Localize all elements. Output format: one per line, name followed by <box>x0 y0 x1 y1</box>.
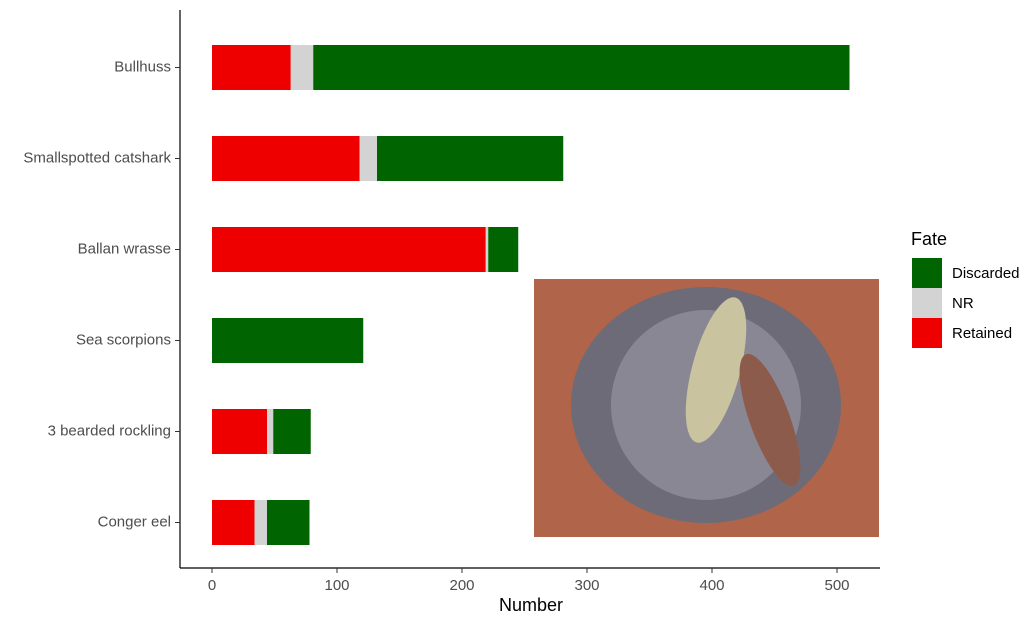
y-tick-label: Smallspotted catshark <box>23 149 171 166</box>
legend-title: Fate <box>911 229 947 249</box>
bar-segment <box>212 500 255 545</box>
bar-segment <box>485 227 489 272</box>
bar-segment <box>313 45 850 90</box>
bar-segment <box>273 409 311 454</box>
bar-segment <box>212 318 364 363</box>
photo-fish <box>685 297 747 443</box>
y-tick-label: Bullhuss <box>114 58 171 75</box>
bar-segment <box>212 409 267 454</box>
x-tick-label: 500 <box>824 577 849 594</box>
x-tick-label: 300 <box>574 577 599 594</box>
x-tick-label: 0 <box>208 577 216 594</box>
bar-segment <box>267 500 310 545</box>
legend-key <box>912 258 942 288</box>
legend-key <box>912 288 942 318</box>
photo-fish <box>739 353 801 487</box>
bar-segment <box>290 45 314 90</box>
legend-label: Discarded <box>952 265 1020 282</box>
y-tick-label: Conger eel <box>98 513 171 530</box>
y-tick-label: 3 bearded rockling <box>48 422 171 439</box>
legend-label: Retained <box>952 325 1012 342</box>
bar-segment <box>212 136 360 181</box>
y-tick-label: Sea scorpions <box>76 331 171 348</box>
bar-segment <box>488 227 519 272</box>
x-tick-label: 200 <box>449 577 474 594</box>
bar-segment <box>254 500 267 545</box>
bar-segment <box>212 227 486 272</box>
bar-segment <box>359 136 377 181</box>
x-tick-label: 100 <box>324 577 349 594</box>
x-tick-label: 400 <box>699 577 724 594</box>
x-axis-title: Number <box>499 595 563 615</box>
bar-segment <box>212 45 291 90</box>
inset-photo <box>534 279 879 537</box>
legend-label: NR <box>952 295 974 312</box>
bar-segment <box>267 409 274 454</box>
legend-key <box>912 318 942 348</box>
bar-segment <box>377 136 564 181</box>
y-tick-label: Ballan wrasse <box>78 240 171 257</box>
